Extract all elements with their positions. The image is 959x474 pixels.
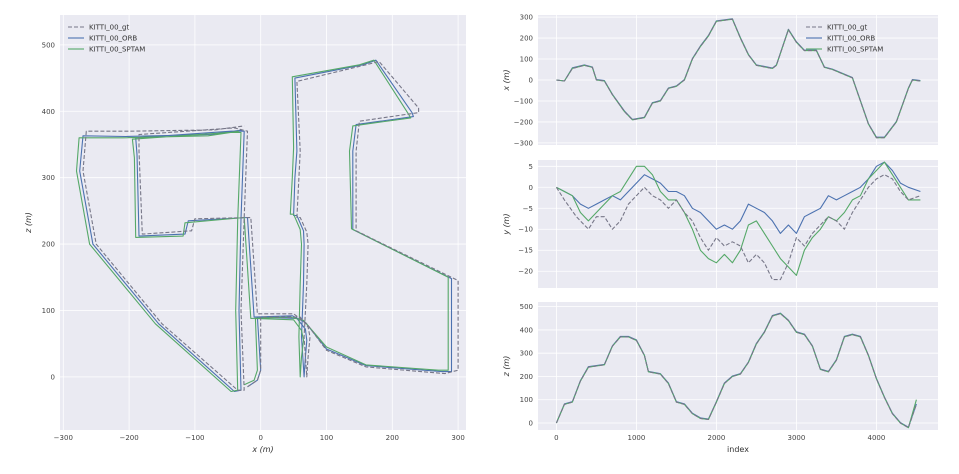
x-tick-label: 3000 [787,434,805,442]
legend: KITTI_00_gt KITTI_00_ORB KITTI_00_SPTAM [806,24,883,54]
y-axis-label: x (m) [502,69,511,91]
legend-label: KITTI_00_ORB [827,35,875,43]
y-tick-label: 300 [42,174,55,182]
x-tick-label: 4000 [867,434,885,442]
y-tick-label: 100 [520,396,533,404]
y-tick-label: 5 [529,163,533,171]
y-tick-label: −15 [518,247,533,255]
series-line-kitti-00-orb [556,161,921,234]
chart-2: −20 −15 −10 −5 0 5 y (m) [502,160,938,288]
legend-label: KITTI_00_SPTAM [827,46,883,54]
plot-background [538,302,938,430]
series-line-kitti-00-gt [82,60,459,391]
y-axis-label: y (m) [502,213,511,235]
series-line-kitti-00-sptam [75,59,449,393]
y-tick-label: −20 [518,268,533,276]
y-tick-label: 500 [520,303,533,311]
y-tick-label: 200 [520,373,533,381]
chart-3: 0 1000 2000 3000 4000 0 100 200 300 400 500 index z … [502,302,938,454]
x-axis-label: index [727,445,749,454]
legend-label: KITTI_00_SPTAM [89,46,145,54]
series-line-kitti-00-gt [555,313,917,429]
y-tick-label: 100 [42,307,55,315]
y-tick-label: −200 [514,118,533,126]
y-tick-label: 100 [520,56,533,64]
y-tick-label: 0 [529,420,533,428]
x-tick-label: 200 [386,434,399,442]
y-tick-label: 200 [42,241,55,249]
x-tick-label: 0 [258,434,262,442]
legend-label: KITTI_00_gt [827,24,867,32]
y-tick-label: −100 [514,97,533,105]
legend: KITTI_00_gt KITTI_00_ORB KITTI_00_SPTAM [68,24,145,54]
y-axis-label: z (m) [502,356,511,378]
y-tick-label: 0 [529,184,533,192]
x-tick-label: 1000 [627,434,645,442]
x-tick-label: −200 [119,434,138,442]
y-tick-label: 0 [51,373,55,381]
y-tick-label: 500 [42,41,55,49]
y-tick-label: −5 [523,205,533,213]
x-tick-label: 300 [451,434,464,442]
plot-background [60,15,466,430]
series-line-kitti-00-sptam [556,161,921,276]
y-tick-label: −10 [518,226,533,234]
series-line-kitti-00-gt [555,174,921,281]
series-line-kitti-00-orb [79,59,453,393]
y-tick-label: 0 [529,77,533,85]
x-tick-label: −100 [185,434,204,442]
x-tick-label: 100 [320,434,333,442]
y-tick-label: 400 [520,326,533,334]
x-axis-label: x (m) [251,445,273,454]
y-tick-label: 300 [520,14,533,22]
legend-label: KITTI_00_ORB [89,35,137,43]
y-tick-label: 400 [42,108,55,116]
x-tick-label: −300 [54,434,73,442]
chart-0: −300 −200 −100 0 100 200 300 0 100 200 300 400 500 x … [24,15,466,454]
x-tick-label: 0 [554,434,558,442]
y-tick-label: 300 [520,350,533,358]
y-tick-label: −300 [514,139,533,147]
y-axis-label: z (m) [24,212,33,234]
x-tick-label: 2000 [707,434,725,442]
legend-label: KITTI_00_gt [89,24,129,32]
y-tick-label: 200 [520,35,533,43]
series-line-kitti-00-gt [556,18,921,139]
